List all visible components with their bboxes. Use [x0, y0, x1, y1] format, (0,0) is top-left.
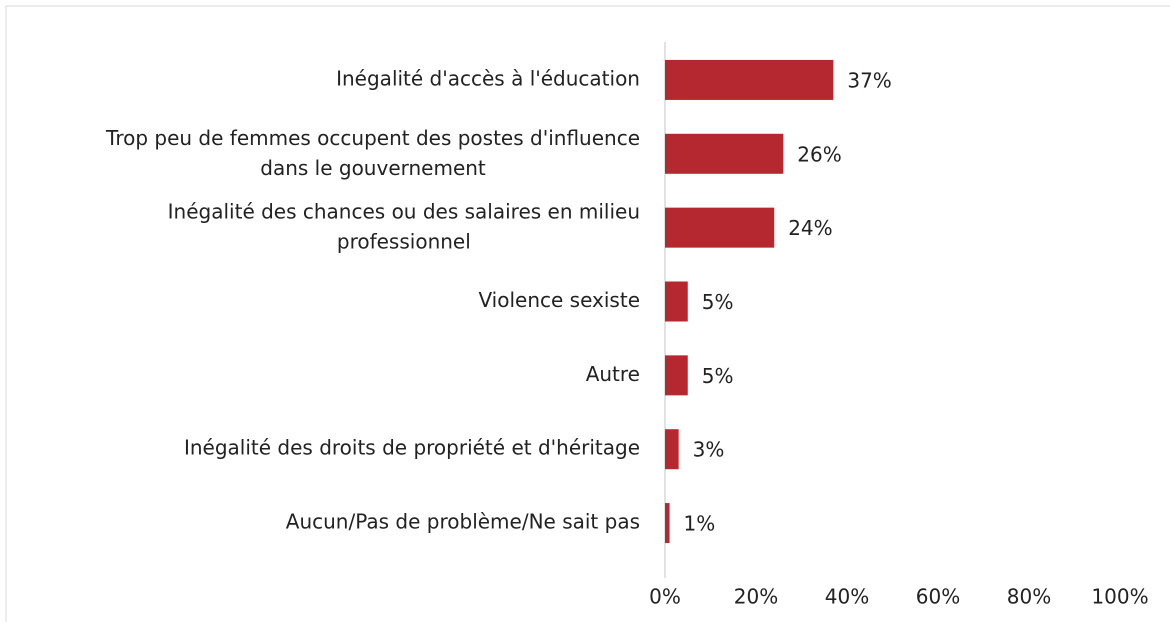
data-label: 37% [847, 68, 891, 92]
data-label: 1% [684, 512, 716, 536]
x-tick-label: 60% [916, 585, 960, 609]
y-tick-label: Autre [586, 362, 640, 386]
data-label: 5% [702, 364, 734, 388]
bar [665, 59, 834, 100]
y-tick-label: Inégalité des droits de propriété et d'h… [184, 436, 640, 460]
data-label: 5% [702, 290, 734, 314]
data-label: 24% [788, 216, 832, 240]
x-tick-label: 100% [1091, 585, 1148, 609]
x-tick-label: 20% [734, 585, 778, 609]
y-tick-label: Inégalité d'accès à l'éducation [336, 66, 640, 90]
x-tick-label: 80% [1007, 585, 1051, 609]
bar [665, 429, 679, 470]
bar [665, 281, 688, 322]
bar [665, 133, 784, 174]
bar [665, 503, 670, 544]
bar [665, 207, 775, 248]
y-tick-label: Trop peu de femmes occupent des postes d… [105, 125, 640, 179]
chart-frame [5, 5, 1170, 622]
bar [665, 355, 688, 396]
data-label: 26% [797, 142, 841, 166]
y-tick-label: Violence sexiste [478, 288, 640, 312]
x-tick-label: 0% [649, 585, 681, 609]
x-tick-label: 40% [825, 585, 869, 609]
y-tick-label: Inégalité des chances ou des salaires en… [168, 199, 640, 253]
y-tick-label: Aucun/Pas de problème/Ne sait pas [286, 510, 640, 534]
data-label: 3% [693, 438, 725, 462]
